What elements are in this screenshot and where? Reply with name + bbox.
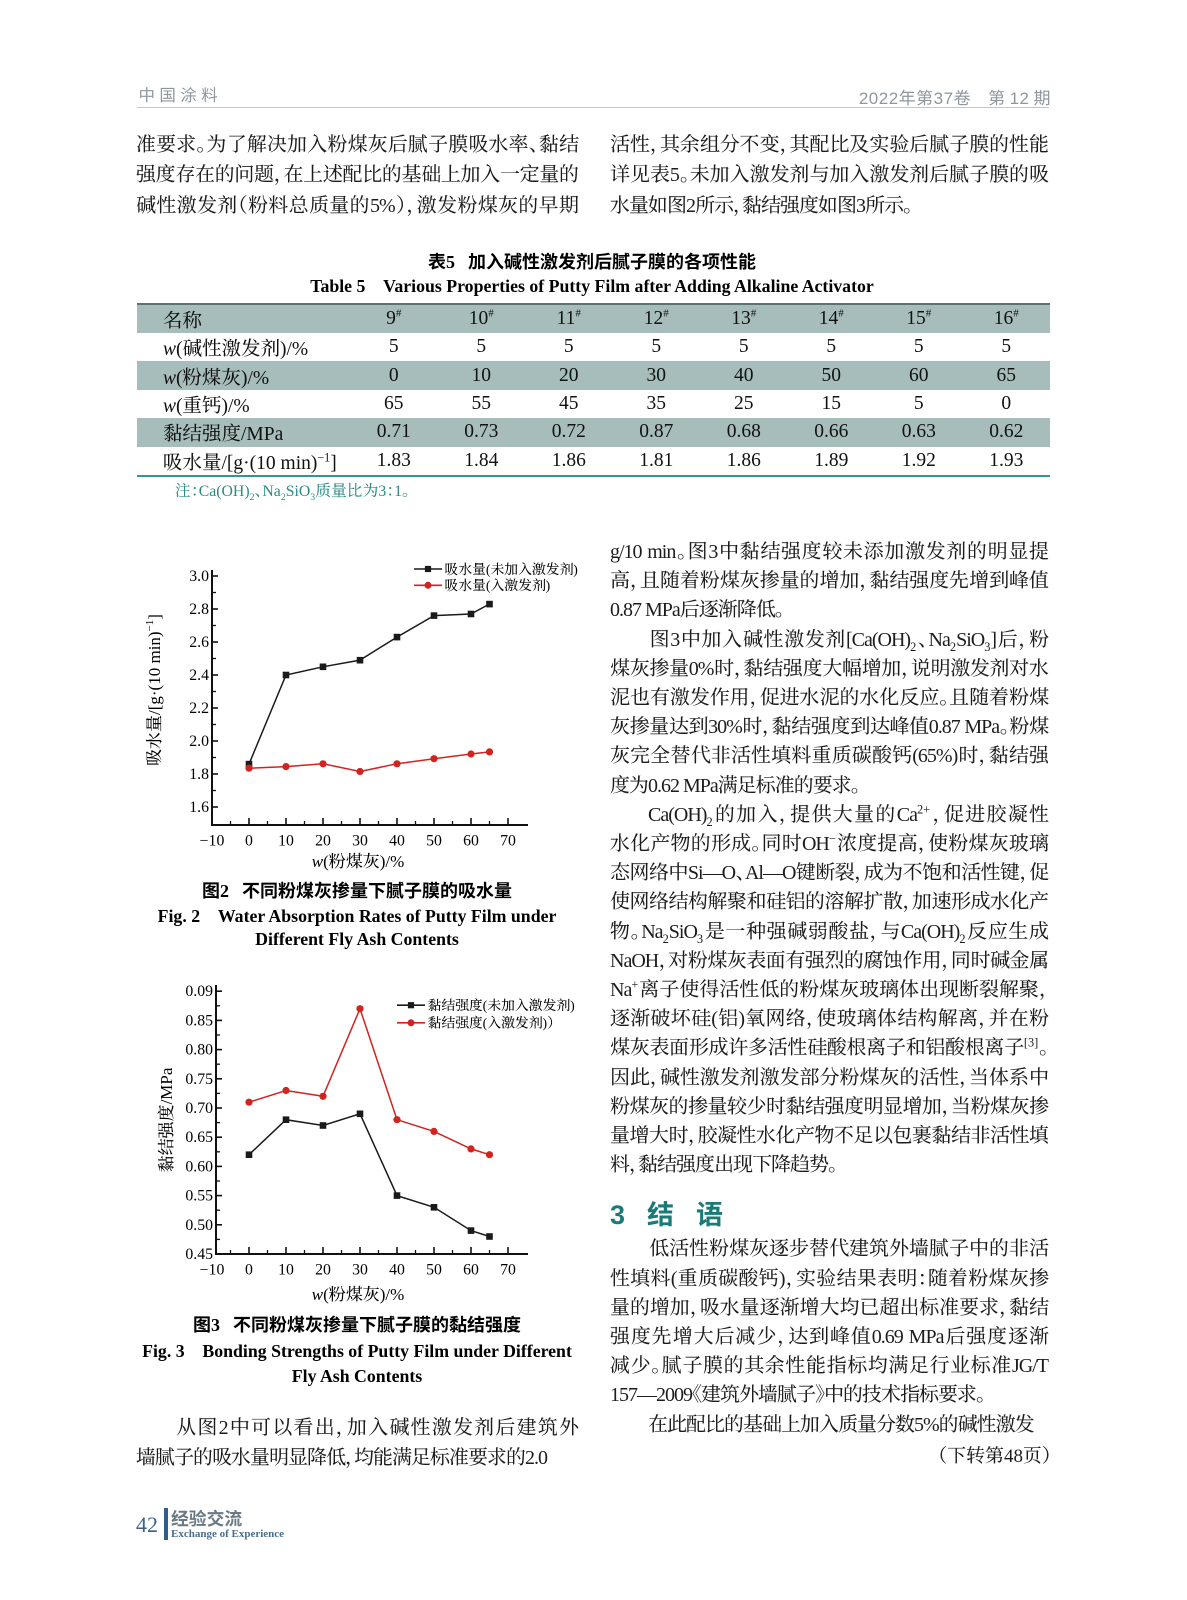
svg-text:0.45: 0.45 <box>185 1246 213 1263</box>
svg-text:0.75: 0.75 <box>185 1071 213 1088</box>
svg-text:吸水量(未加入激发剂): 吸水量(未加入激发剂) <box>445 562 578 578</box>
svg-text:70: 70 <box>500 833 516 850</box>
svg-text:w(粉煤灰)/%: w(粉煤灰)/% <box>312 1285 405 1304</box>
svg-text:2.4: 2.4 <box>189 667 209 684</box>
svg-text:0.85: 0.85 <box>185 1012 213 1029</box>
svg-text:60: 60 <box>463 1262 479 1279</box>
svg-text:黏结强度/MPa: 黏结强度/MPa <box>157 1067 176 1172</box>
svg-text:0: 0 <box>245 1262 253 1279</box>
svg-text:0.50: 0.50 <box>185 1217 213 1234</box>
svg-text:2.0: 2.0 <box>189 733 209 750</box>
svg-text:吸水量(入激发剂): 吸水量(入激发剂) <box>445 578 551 594</box>
svg-text:吸水量/[g·(10 min)−1]: 吸水量/[g·(10 min)−1] <box>144 614 164 766</box>
svg-text:30: 30 <box>352 1262 368 1279</box>
svg-text:−10: −10 <box>200 833 225 850</box>
svg-text:2.8: 2.8 <box>189 601 209 618</box>
svg-text:70: 70 <box>500 1262 516 1279</box>
svg-text:2.2: 2.2 <box>189 700 209 717</box>
svg-text:黏结强度(入激发剂)）: 黏结强度(入激发剂)） <box>428 1016 561 1032</box>
svg-text:10: 10 <box>278 833 294 850</box>
svg-text:20: 20 <box>315 1262 331 1279</box>
svg-text:0.60: 0.60 <box>185 1158 213 1175</box>
svg-text:10: 10 <box>278 1262 294 1279</box>
svg-text:w(粉煤灰)/%: w(粉煤灰)/% <box>312 852 405 871</box>
svg-text:黏结强度(未加入激发剂): 黏结强度(未加入激发剂) <box>428 998 575 1014</box>
svg-text:3.0: 3.0 <box>189 568 209 585</box>
svg-text:30: 30 <box>352 833 368 850</box>
svg-text:0.70: 0.70 <box>185 1100 213 1117</box>
svg-text:1.8: 1.8 <box>189 766 209 783</box>
svg-text:50: 50 <box>426 833 442 850</box>
svg-text:50: 50 <box>426 1262 442 1279</box>
svg-text:0.09: 0.09 <box>185 983 213 1000</box>
svg-text:20: 20 <box>315 833 331 850</box>
svg-text:2.6: 2.6 <box>189 634 209 651</box>
svg-text:40: 40 <box>389 1262 405 1279</box>
svg-text:0.80: 0.80 <box>185 1042 213 1059</box>
svg-text:1.6: 1.6 <box>189 799 209 816</box>
svg-text:60: 60 <box>463 833 479 850</box>
svg-text:40: 40 <box>389 833 405 850</box>
svg-text:0: 0 <box>245 833 253 850</box>
svg-text:−10: −10 <box>200 1262 225 1279</box>
svg-text:0.65: 0.65 <box>185 1129 213 1146</box>
svg-text:0.55: 0.55 <box>185 1188 213 1205</box>
